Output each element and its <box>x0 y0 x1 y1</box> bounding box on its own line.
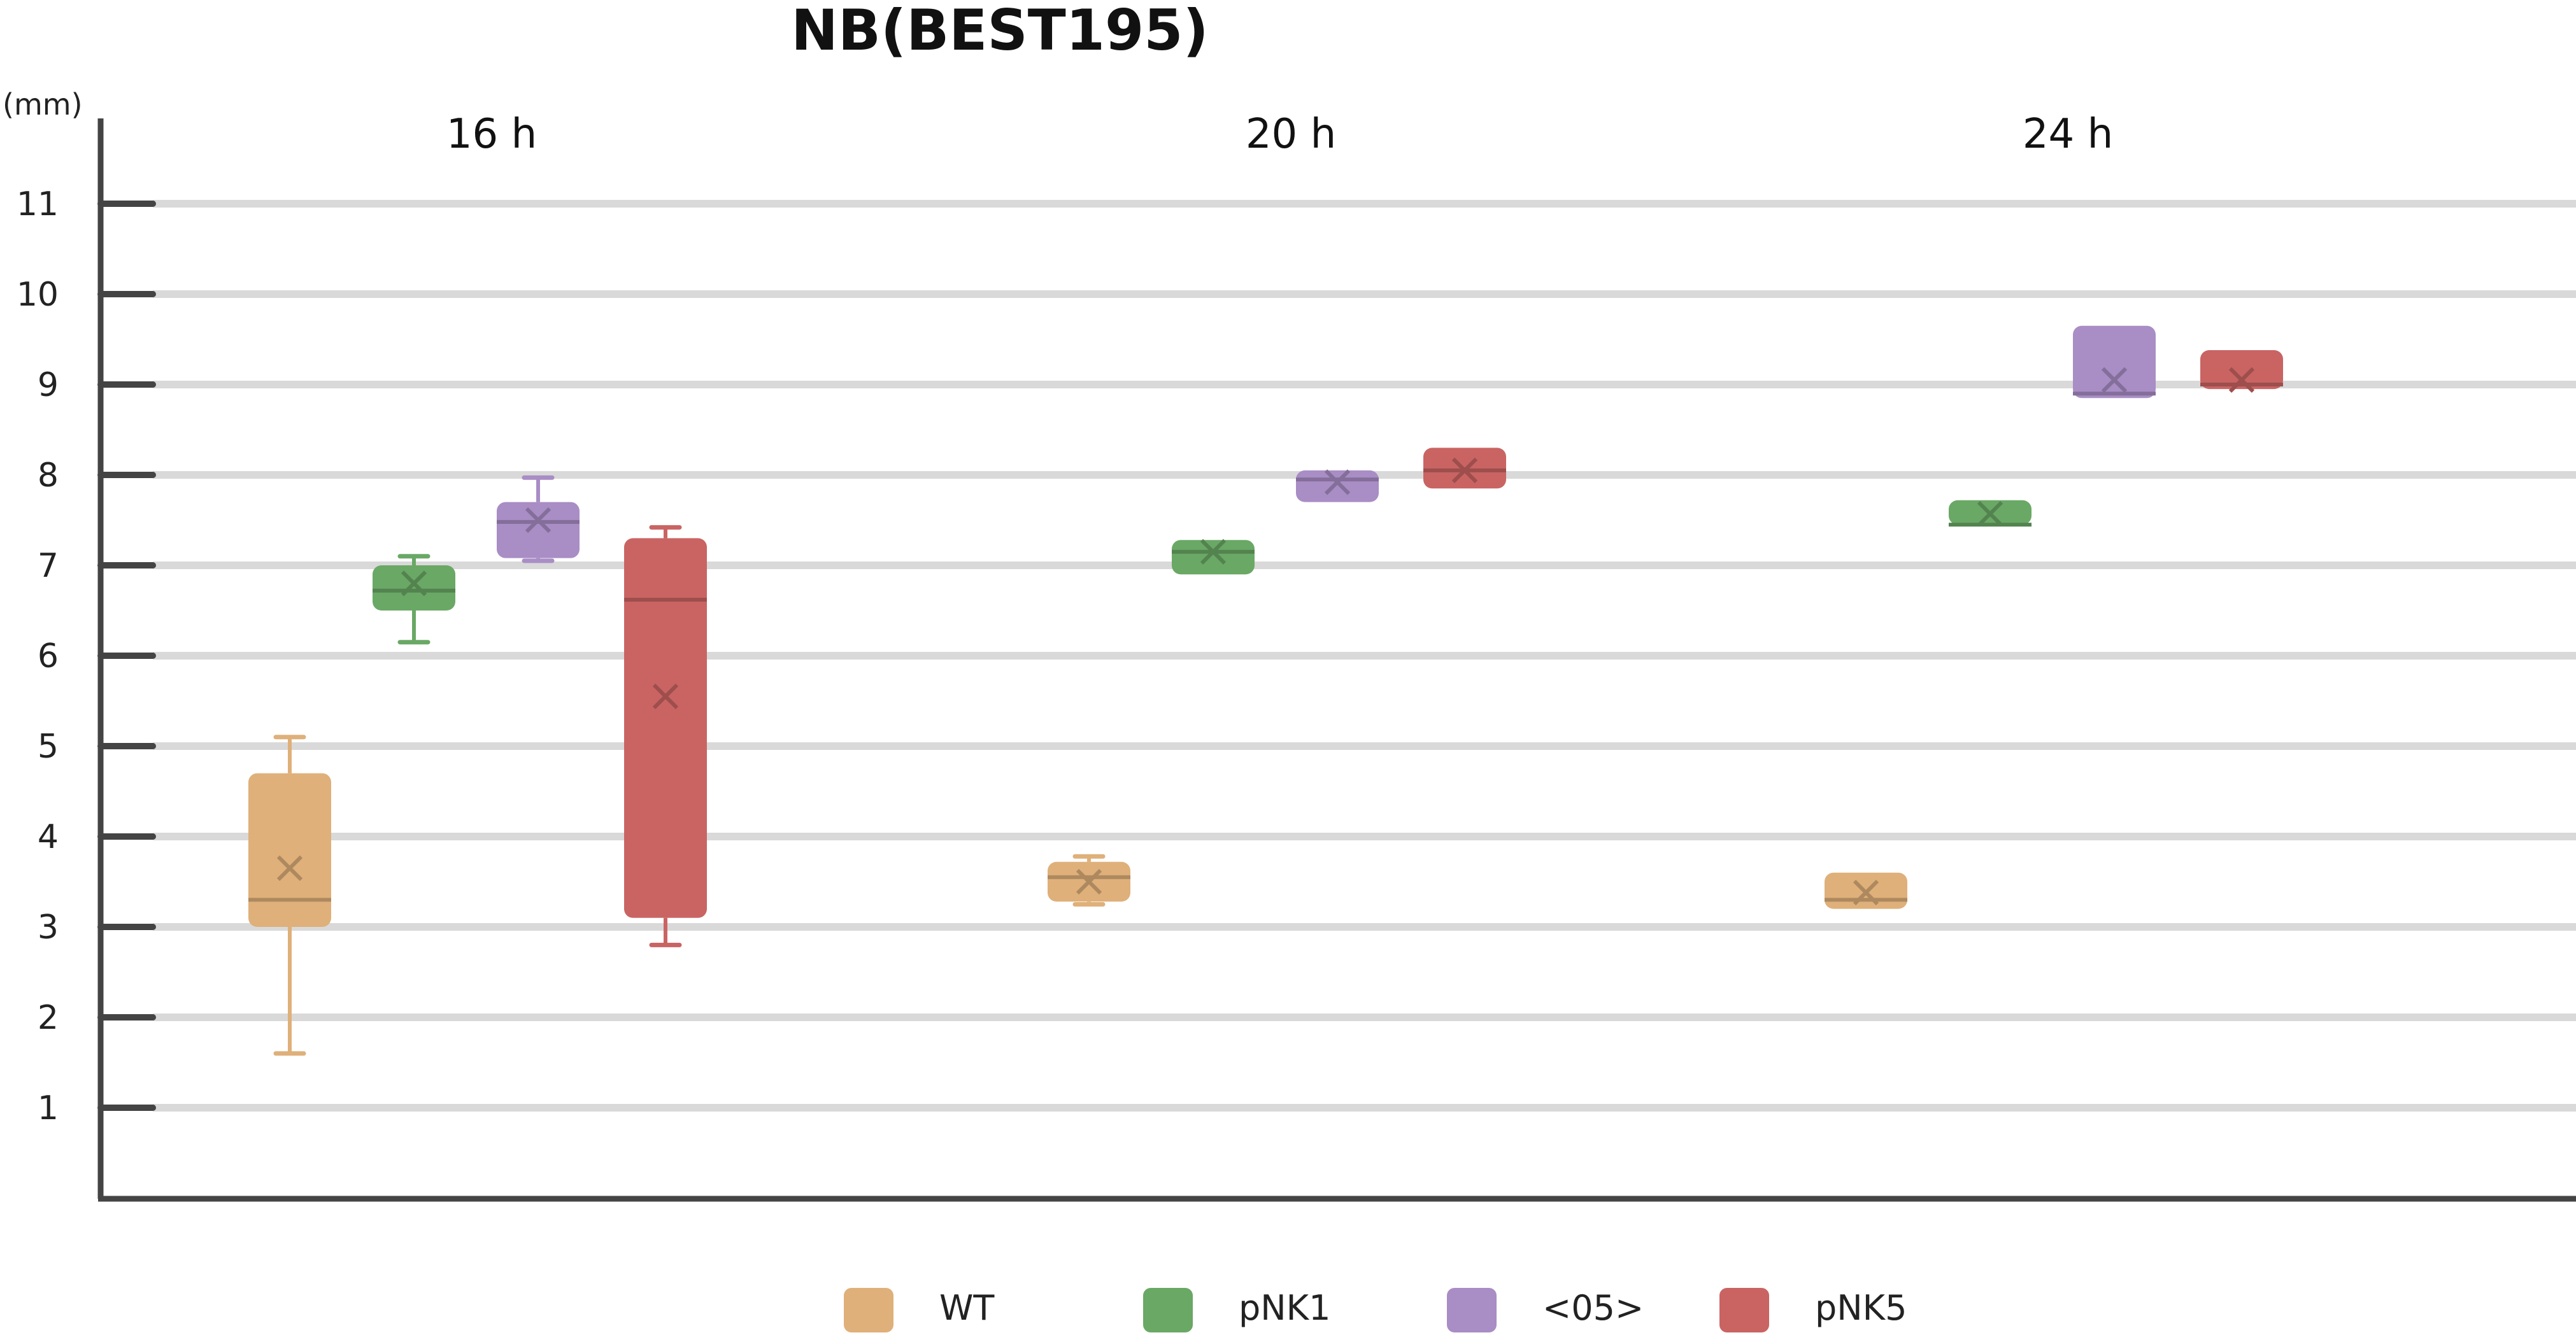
mean-marker <box>276 855 303 881</box>
series-<05> <box>497 325 2156 563</box>
category-label: 24 h <box>2023 111 2113 158</box>
box <box>1172 539 1255 575</box>
mean-marker <box>2101 367 2128 393</box>
box-series <box>248 325 2283 1056</box>
legend-swatch <box>1143 1288 1193 1332</box>
group-labels: 16 h 20 h 24 h <box>446 111 2113 158</box>
box-body <box>2073 325 2156 399</box>
mean-marker <box>1853 879 1879 906</box>
y-tick-label: 3 <box>38 908 59 947</box>
y-tick-label: 4 <box>38 818 59 856</box>
y-axis-unit-label: (mm) <box>3 87 83 122</box>
axes <box>97 118 2576 1202</box>
mean-marker <box>401 570 427 597</box>
box-body <box>2200 350 2283 390</box>
box <box>1423 448 1506 489</box>
box-body <box>1172 540 1255 575</box>
box-body <box>373 565 455 611</box>
mean-marker <box>1200 539 1227 565</box>
chart-title: NB(BEST195) <box>791 0 1208 63</box>
box-body <box>497 502 580 558</box>
legend-item: pNK5 <box>1719 1288 1907 1332</box>
y-tick-label: 10 <box>17 276 59 314</box>
legend-item: <05> <box>1447 1288 1644 1332</box>
series-WT <box>248 735 1907 1056</box>
legend-item: pNK1 <box>1143 1288 1330 1332</box>
series-pNK1 <box>373 500 2032 645</box>
y-tick-label: 11 <box>17 185 59 223</box>
box-body <box>248 773 331 927</box>
box <box>1296 469 1379 502</box>
series-pNK5 <box>624 350 2283 947</box>
box <box>1825 872 1907 909</box>
legend-swatch <box>844 1288 893 1332</box>
category-label: 16 h <box>446 111 537 158</box>
legend-swatch <box>1447 1288 1497 1332</box>
box <box>1949 500 2032 527</box>
y-tick-label: 7 <box>38 547 59 585</box>
y-tick-label: 1 <box>38 1089 59 1127</box>
y-axis-ticks: 1 2 3 4 5 6 7 8 9 10 11 <box>17 185 156 1127</box>
legend-item: WT <box>844 1288 995 1332</box>
legend-swatch <box>1719 1288 1769 1332</box>
mean-marker <box>1324 469 1351 495</box>
box <box>2073 325 2156 399</box>
y-tick-label: 9 <box>38 366 59 404</box>
box-body <box>624 538 707 918</box>
box <box>497 475 580 563</box>
box <box>1048 854 1130 907</box>
y-tick-label: 2 <box>38 999 59 1037</box>
mean-marker <box>652 683 679 710</box>
y-tick-label: 6 <box>38 637 59 675</box>
mean-marker <box>1076 868 1102 895</box>
mean-marker <box>1451 457 1478 484</box>
legend-label: pNK5 <box>1815 1288 1907 1328</box>
box <box>2200 350 2283 393</box>
legend-label: WT <box>939 1288 995 1328</box>
mean-marker <box>525 507 551 533</box>
mean-marker <box>1977 500 2003 527</box>
y-tick-label: 5 <box>38 728 59 766</box>
category-label: 20 h <box>1246 111 1336 158</box>
legend-label: <05> <box>1542 1288 1644 1328</box>
legend: WT pNK1 <05> pNK5 <box>844 1288 1907 1332</box>
gridlines <box>153 200 2576 1112</box>
box <box>373 554 455 645</box>
y-tick-label: 8 <box>38 456 59 495</box>
box <box>248 735 331 1056</box>
mean-marker <box>2228 367 2255 393</box>
legend-label: pNK1 <box>1239 1288 1330 1328</box>
box-body <box>1296 470 1379 502</box>
box <box>624 525 707 947</box>
